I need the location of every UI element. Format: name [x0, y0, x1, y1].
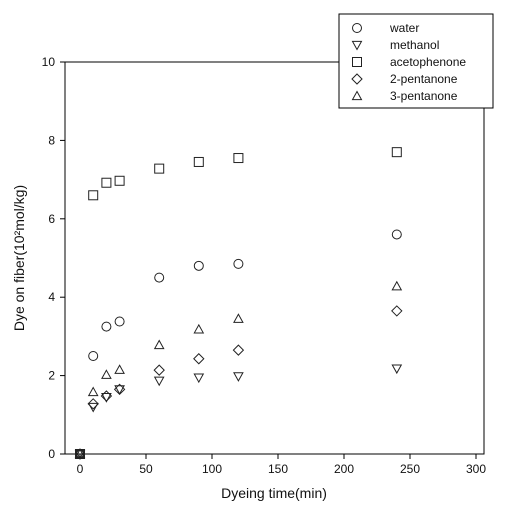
data-point [87, 386, 99, 397]
data-point [391, 364, 403, 375]
data-point [74, 448, 86, 459]
legend-label: acetophenone [390, 55, 466, 69]
data-point [114, 316, 125, 327]
data-point [114, 364, 125, 374]
data-point [232, 344, 245, 356]
data-point [193, 323, 205, 334]
data-point [153, 339, 165, 350]
series-2-pentanone [74, 305, 403, 460]
y-tick-label: 8 [48, 133, 55, 147]
data-point [154, 163, 165, 174]
data-point [100, 390, 113, 402]
legend-label: 2-pentanone [390, 72, 458, 86]
legend-box [338, 13, 494, 109]
legend-marker [351, 40, 363, 51]
x-tick-label: 200 [334, 462, 354, 476]
legend-label: methanol [390, 38, 439, 52]
data-point [101, 177, 112, 188]
data-point [193, 260, 204, 271]
data-points [74, 147, 403, 460]
series-methanol [74, 364, 403, 460]
data-point [88, 351, 99, 361]
plot-area [64, 61, 485, 455]
legend-marker [352, 23, 362, 33]
data-point [113, 383, 126, 396]
data-point [233, 372, 244, 382]
legend: water methanol acetophenone 2-pentanone 3-pe… [338, 13, 494, 109]
data-point [233, 258, 244, 269]
y-tick-label: 2 [48, 369, 55, 383]
data-point [154, 272, 165, 283]
x-axis-title: Dyeing time(min) [221, 485, 327, 501]
y-tick-label: 6 [48, 212, 55, 226]
data-point [193, 373, 205, 384]
data-point [101, 321, 112, 332]
data-point [153, 364, 165, 376]
series-3-pentanone [74, 280, 403, 459]
data-point [193, 156, 204, 167]
series-water [75, 229, 402, 459]
x-tick-label: 250 [400, 462, 420, 476]
x-tick-label: 0 [77, 462, 84, 476]
legend-label: 3-pentanone [390, 89, 458, 103]
data-point [391, 147, 402, 158]
axis-ticks: 0 50 100 150 200 250 300 0 2 4 6 8 10 [42, 55, 487, 476]
y-axis-title: Dye on fiber(10²mol/kg) [11, 185, 27, 331]
x-tick-label: 50 [139, 462, 153, 476]
x-tick-label: 300 [466, 462, 486, 476]
data-point [193, 353, 205, 365]
data-point [101, 369, 112, 379]
y-tick-label: 10 [42, 55, 56, 69]
data-point [391, 305, 403, 317]
data-point [391, 280, 403, 291]
data-point [391, 229, 402, 240]
data-point [114, 175, 125, 186]
legend-marker [352, 57, 362, 67]
data-point [87, 398, 99, 410]
data-point [101, 393, 112, 403]
y-tick-label: 0 [48, 447, 55, 461]
data-point [233, 153, 244, 164]
legend-marker [351, 90, 363, 101]
data-point [87, 402, 99, 413]
series-acetophenone [75, 147, 402, 459]
data-point [233, 313, 244, 323]
x-tick-label: 100 [202, 462, 222, 476]
legend-marker [351, 73, 363, 85]
legend-label: water [389, 21, 419, 35]
x-tick-label: 150 [268, 462, 288, 476]
data-point [114, 385, 125, 395]
y-tick-label: 4 [48, 290, 55, 304]
data-point [88, 190, 99, 201]
data-point [153, 376, 165, 387]
data-point [74, 448, 86, 460]
